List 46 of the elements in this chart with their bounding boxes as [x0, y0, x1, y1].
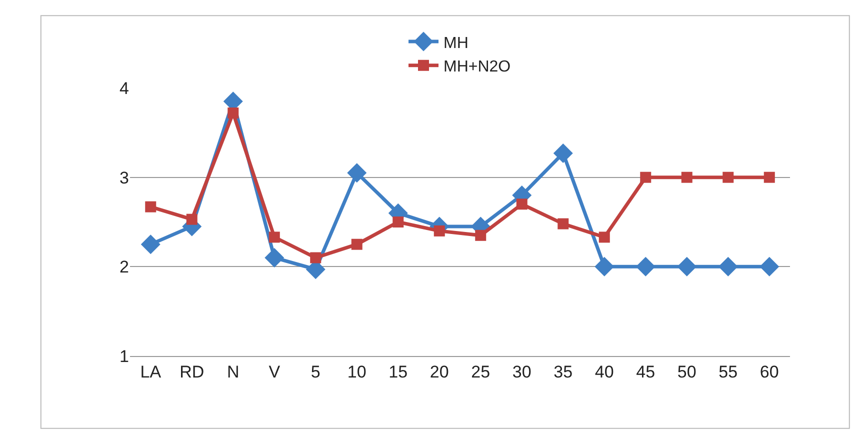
x-tick-label: RD [180, 362, 204, 382]
y-tick-label: 1 [120, 346, 129, 366]
legend-label: MH+N2O [444, 58, 511, 76]
x-tick-label: 15 [388, 362, 408, 382]
x-tick-label: 50 [677, 362, 696, 382]
point [310, 252, 322, 264]
point [145, 201, 156, 212]
point [558, 218, 569, 230]
x-tick-label: 40 [594, 362, 614, 382]
point [475, 230, 486, 241]
point [718, 256, 738, 276]
point [140, 234, 160, 254]
point [594, 256, 614, 276]
x-tick-label: 10 [347, 362, 366, 382]
point [722, 172, 734, 183]
x-tick-label: LA [140, 362, 162, 382]
point [760, 256, 780, 276]
point [598, 232, 610, 243]
x-tick-label: V [268, 362, 281, 382]
y-tick-label: 2 [120, 258, 129, 277]
x-tick-label: 45 [636, 362, 656, 382]
x-tick-label: 20 [430, 362, 449, 382]
point [392, 216, 404, 228]
point [264, 248, 284, 268]
x-tick-label: 60 [760, 362, 779, 382]
point [228, 108, 239, 119]
x-tick-label: N [226, 362, 240, 382]
point [351, 238, 362, 250]
point [681, 172, 692, 183]
legend-label: MH [444, 34, 468, 52]
x-tick-label: 55 [718, 362, 738, 382]
point [516, 198, 528, 210]
point [677, 256, 697, 276]
y-tick-label: 3 [120, 168, 129, 188]
point [553, 143, 573, 163]
x-tick-label: 30 [512, 362, 532, 382]
point [640, 172, 652, 183]
point [764, 172, 775, 183]
x-tick-label: 5 [310, 362, 320, 382]
point [347, 163, 367, 183]
y-tick-label: 4 [120, 78, 129, 98]
point [268, 232, 280, 243]
x-tick-label: 35 [554, 362, 573, 382]
x-tick-label: 25 [471, 362, 490, 382]
point [186, 214, 198, 225]
point [636, 256, 656, 276]
